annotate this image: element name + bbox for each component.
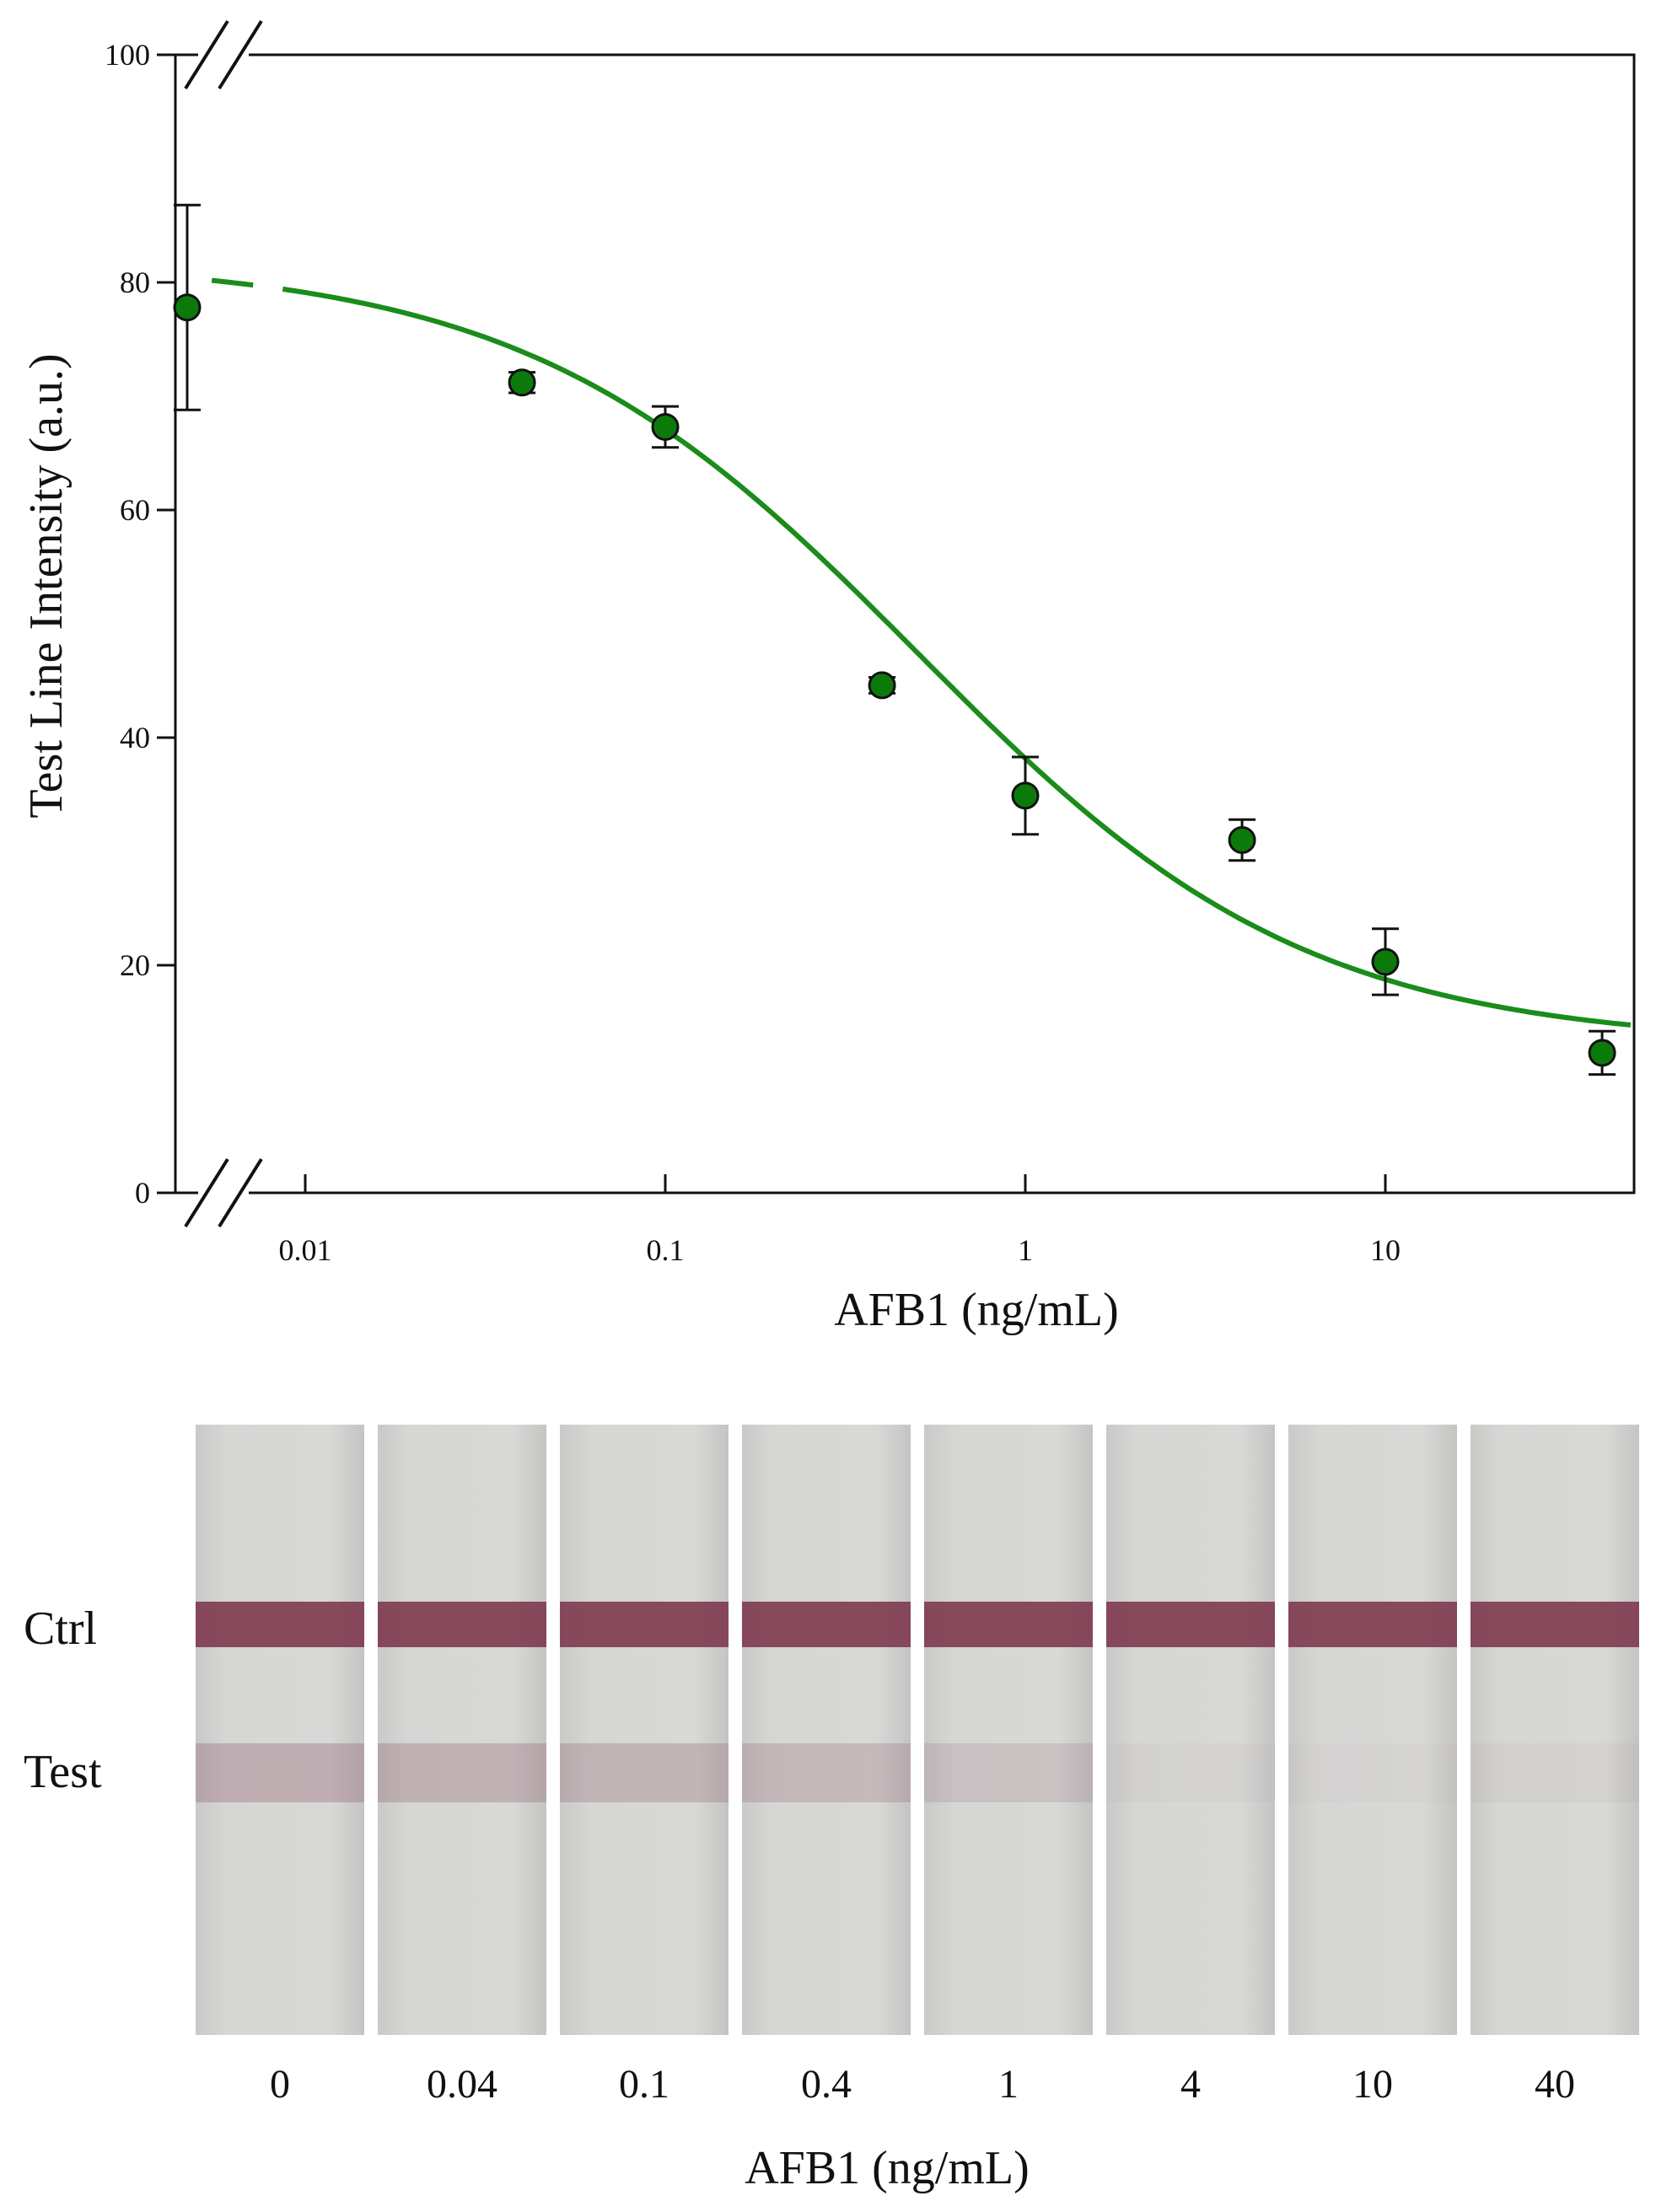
data-point	[508, 368, 536, 397]
strip-concentration-label: 0.4	[801, 2062, 852, 2107]
x-tick-label: 0.1	[647, 1233, 685, 1267]
strip-concentration-label: 1	[998, 2062, 1019, 2107]
data-points	[173, 203, 1616, 1076]
data-point	[1588, 1039, 1616, 1067]
data-point-group	[1371, 927, 1400, 996]
control-line	[1106, 1602, 1275, 1647]
strip-concentration-label: 0	[270, 2062, 290, 2107]
test-line	[1288, 1743, 1457, 1802]
strip-concentration-label: 0.04	[427, 2062, 497, 2107]
x-axis-ticks: 0.01 0.1 1 10	[279, 1174, 1401, 1267]
x-tick-label: 10	[1370, 1233, 1401, 1267]
y-tick-label: 60	[120, 493, 150, 527]
test-line	[1471, 1743, 1639, 1802]
control-line	[1288, 1602, 1457, 1647]
data-point	[1371, 948, 1400, 976]
test-strip	[1288, 1425, 1457, 2035]
y-axis-ticks: 0 20 40 60 80 100	[105, 38, 175, 1210]
axis-break-marks	[184, 19, 263, 1228]
dose-response-chart: 0 20 40 60 80 100 0.01 0.1 1 10 AFB1 (ng/mL) Tes…	[20, 19, 1636, 1336]
control-line	[742, 1602, 911, 1647]
test-line	[742, 1743, 911, 1802]
test-row-label: Test	[24, 1746, 102, 1798]
test-strip	[924, 1425, 1093, 2035]
data-point	[173, 293, 202, 322]
strip-concentration-label: 10	[1352, 2062, 1393, 2107]
data-point	[651, 412, 680, 441]
test-line	[1106, 1743, 1275, 1802]
test-strip	[1106, 1425, 1275, 2035]
data-point	[1228, 826, 1256, 854]
plot-frame	[174, 53, 1636, 1195]
test-strip-panel: Ctrl Test AFB1 (ng/mL) 0 0.04 0.1 0.4 1 4 10 40	[0, 1416, 1656, 2212]
test-strip	[196, 1425, 364, 2035]
test-line	[378, 1743, 546, 1802]
data-point-group	[173, 203, 202, 411]
fit-curve	[211, 277, 1632, 1028]
test-strip	[378, 1425, 546, 2035]
y-tick-label: 100	[105, 38, 150, 72]
data-point-group	[1588, 1029, 1616, 1076]
y-tick-label: 80	[120, 266, 150, 299]
test-line	[560, 1743, 729, 1802]
break-slash	[184, 1157, 229, 1228]
control-line	[1471, 1602, 1639, 1647]
data-point-group	[508, 368, 536, 397]
control-line	[378, 1602, 546, 1647]
control-line	[196, 1602, 364, 1647]
break-slash	[218, 1157, 263, 1228]
x-axis-title: AFB1 (ng/mL)	[834, 1284, 1119, 1336]
strip-axis-title: AFB1 (ng/mL)	[745, 2142, 1030, 2194]
break-slash	[218, 19, 263, 90]
test-line	[196, 1743, 364, 1802]
test-strip	[1471, 1425, 1639, 2035]
strip-concentration-label: 4	[1180, 2062, 1201, 2107]
break-slash	[184, 19, 229, 90]
strip-concentration-label: 40	[1535, 2062, 1575, 2107]
y-axis-title: Test Line Intensity (a.u.)	[20, 353, 73, 818]
test-strip	[742, 1425, 911, 2035]
data-point-group	[1228, 818, 1256, 862]
data-point-group	[868, 671, 896, 700]
data-point	[1011, 781, 1040, 810]
test-strip	[560, 1425, 729, 2035]
test-line	[924, 1743, 1093, 1802]
control-line	[560, 1602, 729, 1647]
data-point-group	[1011, 755, 1040, 836]
strip-concentration-label: 0.1	[619, 2062, 669, 2107]
ctrl-row-label: Ctrl	[24, 1603, 98, 1655]
data-point-group	[651, 405, 680, 449]
y-tick-label: 20	[120, 948, 150, 982]
control-line	[924, 1602, 1093, 1647]
x-tick-label: 0.01	[279, 1233, 332, 1267]
data-point	[868, 671, 896, 700]
x-tick-label: 1	[1018, 1233, 1033, 1267]
y-tick-label: 0	[135, 1176, 150, 1210]
y-tick-label: 40	[120, 721, 150, 754]
